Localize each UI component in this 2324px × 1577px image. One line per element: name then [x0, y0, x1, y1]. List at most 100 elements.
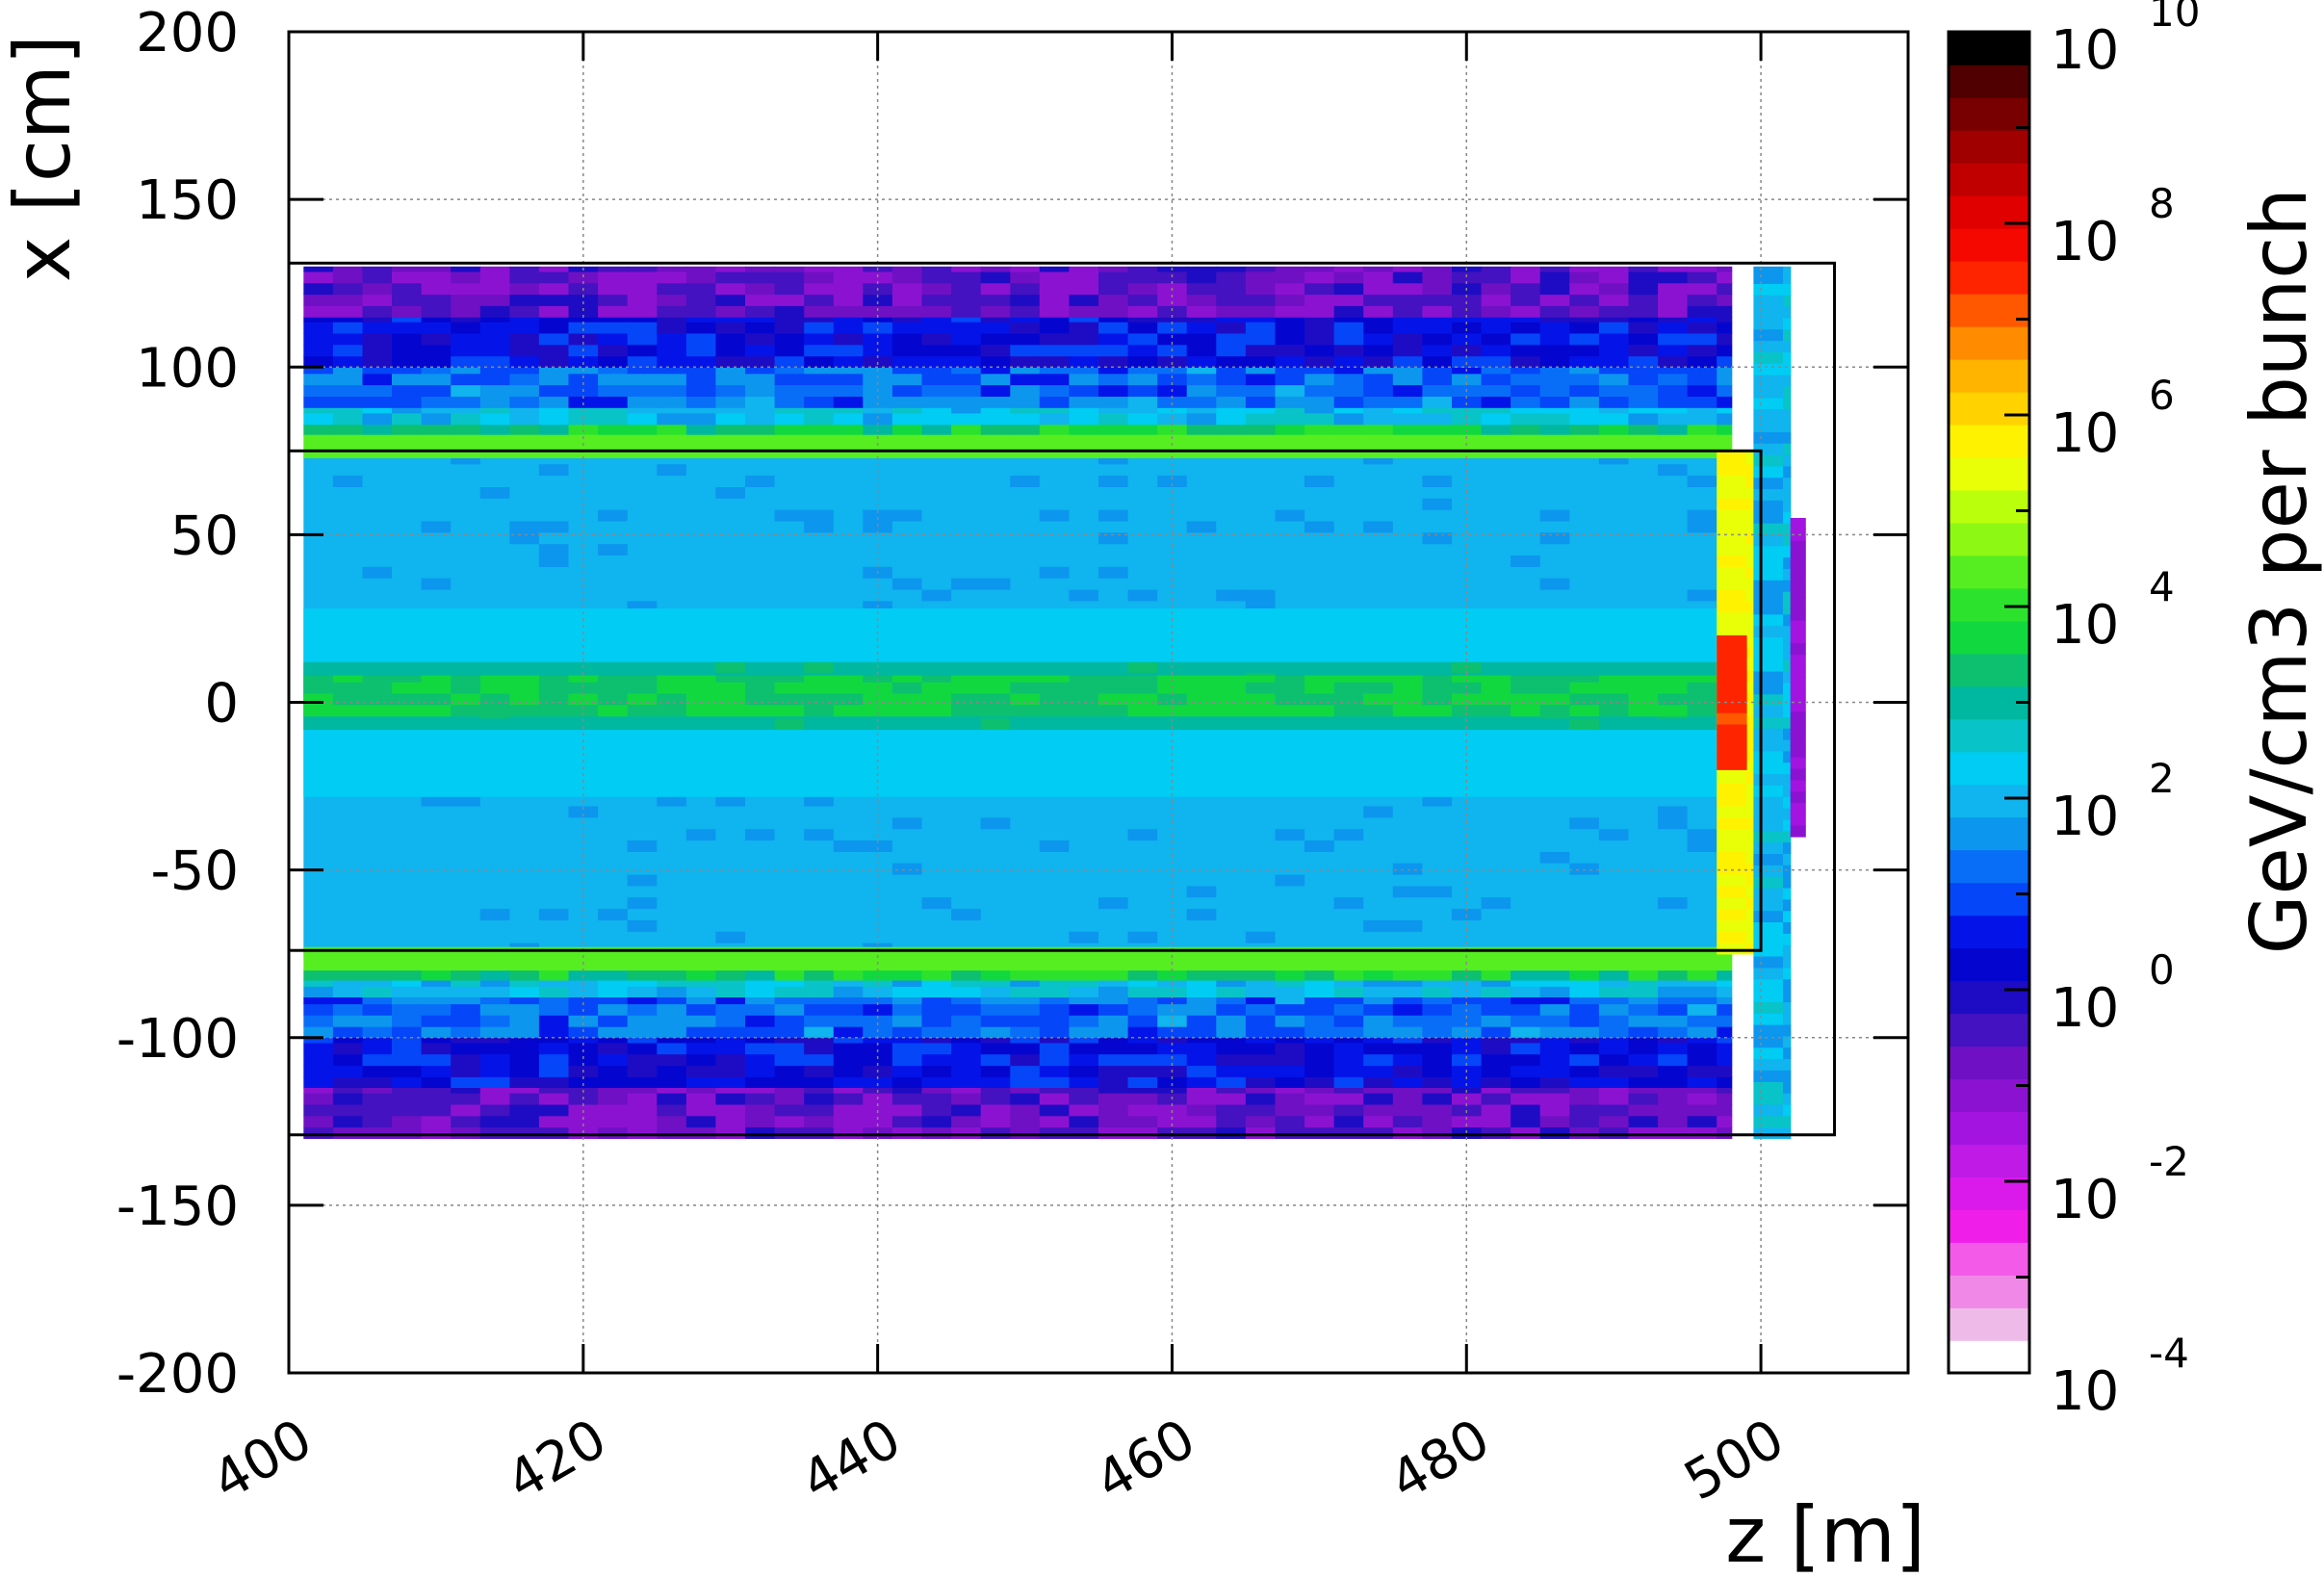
heatmap-cell — [509, 980, 540, 987]
heatmap-cell — [863, 1076, 893, 1089]
heatmap-cell — [538, 873, 570, 887]
heatmap-cell — [1245, 407, 1277, 414]
heatmap-cell — [303, 543, 334, 556]
heatmap-cell — [1127, 1037, 1158, 1044]
heatmap-cell — [1127, 407, 1158, 414]
heatmap-cell — [392, 508, 423, 522]
heatmap-cell — [392, 1042, 423, 1055]
heatmap-cell — [538, 750, 570, 763]
heatmap-cell — [1069, 681, 1099, 694]
heatmap-cell — [804, 424, 835, 435]
heatmap-cell — [451, 321, 481, 334]
heatmap-cell — [1127, 717, 1158, 731]
heatmap-cell — [863, 986, 893, 998]
heatmap-cell — [392, 396, 423, 408]
heatmap-cell — [1481, 543, 1511, 556]
heatmap-cell — [951, 661, 982, 673]
heatmap-cell — [1687, 384, 1717, 397]
heatmap-cell — [479, 475, 511, 487]
heatmap-cell — [479, 486, 511, 499]
heatmap-cell — [1392, 648, 1424, 660]
heatmap-cell — [598, 997, 629, 1005]
heatmap-cell — [1717, 373, 1733, 386]
heatmap-cell — [362, 828, 393, 840]
heatmap-cell — [980, 520, 1012, 533]
heatmap-cell — [451, 1015, 481, 1027]
heatmap-cell — [1275, 959, 1305, 971]
heatmap-cell — [1098, 463, 1129, 477]
heatmap-cell — [627, 1053, 658, 1067]
heatmap-cell — [421, 750, 452, 763]
heatmap-cell — [627, 793, 658, 807]
heatmap-cell — [1598, 1053, 1630, 1067]
heatmap-cell — [1275, 543, 1305, 556]
heatmap-cell — [509, 520, 540, 533]
heatmap-cell — [1127, 321, 1158, 334]
heatmap-cell — [980, 692, 1012, 706]
heatmap-cell — [1098, 475, 1129, 487]
heatmap-cell — [627, 332, 658, 346]
heatmap-cell — [1333, 531, 1365, 545]
heatmap-cell — [392, 588, 423, 602]
heatmap-cell — [1422, 407, 1453, 414]
heatmap-cell — [421, 486, 452, 499]
heatmap-cell — [1186, 412, 1218, 426]
heatmap-cell — [421, 543, 452, 556]
heatmap-cell — [1127, 373, 1158, 386]
heatmap-cell — [1687, 793, 1717, 807]
heatmap-cell — [627, 828, 658, 840]
heatmap-cell — [774, 896, 805, 910]
heatmap-cell — [509, 1037, 540, 1044]
heatmap-cell — [833, 636, 865, 649]
heatmap-cell — [451, 1042, 481, 1055]
heatmap-cell — [745, 475, 776, 487]
heatmap-cell — [1598, 773, 1630, 786]
heatmap-cell — [479, 959, 511, 971]
heatmap-cell — [421, 475, 452, 487]
heatmap-cell — [1039, 463, 1071, 477]
heatmap-cell — [921, 1015, 952, 1027]
heatmap-cell — [1452, 1076, 1483, 1089]
heatmap-cell — [1069, 434, 1099, 448]
heatmap-cell — [833, 970, 865, 982]
heatmap-cell — [1539, 773, 1571, 786]
heatmap-cell — [921, 1065, 952, 1077]
heatmap-cell — [1333, 648, 1365, 660]
heatmap-cell — [1010, 717, 1041, 731]
heatmap-cell — [1392, 840, 1424, 852]
heatmap-cell — [1628, 661, 1659, 673]
heatmap-cell — [921, 908, 952, 920]
heatmap-cell — [1275, 873, 1305, 887]
heatmap-cell — [509, 321, 540, 334]
heatmap-cell — [1511, 885, 1541, 898]
heatmap-cell — [1392, 750, 1424, 763]
heatmap-cell — [1333, 344, 1365, 357]
heatmap-cell — [657, 750, 687, 763]
heatmap-cell — [332, 816, 364, 830]
heatmap-cell — [1658, 1025, 1689, 1039]
heatmap-cell — [1216, 566, 1247, 579]
heatmap-cell — [833, 1003, 865, 1016]
heatmap-cell — [392, 675, 423, 683]
heatmap-cell — [509, 424, 540, 435]
heatmap-cell — [568, 396, 599, 408]
heatmap-cell — [891, 919, 923, 932]
heatmap-cell — [598, 332, 629, 346]
heatmap-cell — [1127, 355, 1158, 368]
heatmap-cell — [509, 986, 540, 998]
heatmap-cell — [685, 816, 717, 830]
heatmap-cell — [1275, 475, 1305, 487]
heatmap-cell — [627, 608, 658, 615]
heatmap-cell — [1039, 498, 1071, 510]
heatmap-cell — [1275, 1053, 1305, 1067]
heatmap-cell — [715, 738, 746, 752]
heatmap-cell — [332, 1042, 364, 1055]
heatmap-cell — [1275, 896, 1305, 910]
heatmap-cell — [1717, 980, 1733, 987]
heatmap-cell — [538, 970, 570, 982]
heatmap-cell — [1010, 396, 1041, 408]
heatmap-cell — [1275, 661, 1305, 673]
heatmap-cell — [1363, 384, 1394, 397]
heatmap-cell — [1275, 648, 1305, 660]
heatmap-cell — [392, 486, 423, 499]
